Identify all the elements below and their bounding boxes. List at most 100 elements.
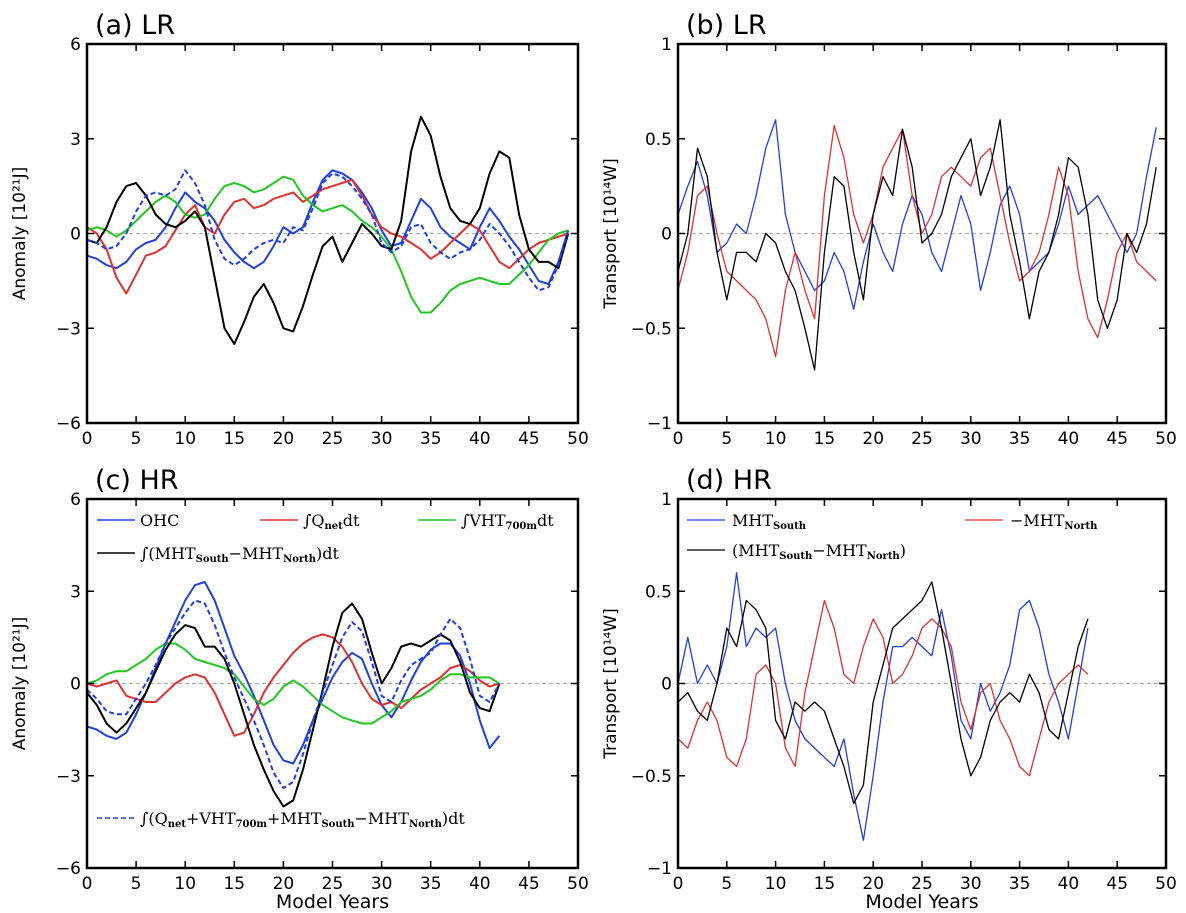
x-tick-label-b: 20 xyxy=(862,429,884,449)
panel-c: 0 5 10 15 20 25 30 35 40 45 50 −6 −3 0 3 6 (c) HR Anomaly… xyxy=(10,465,589,913)
x-tick-label-d: 20 xyxy=(862,874,884,894)
x-tick-label-c: 35 xyxy=(420,874,442,894)
legend-qnet-label: ∫Qnetdt xyxy=(303,511,360,532)
y-tick-label-c: 0 xyxy=(70,675,81,695)
x-tick-label-d: 30 xyxy=(960,874,982,894)
x-tick-label-d: 10 xyxy=(765,874,787,894)
series-mhts-line-d xyxy=(677,572,1089,841)
series-vht-line-c xyxy=(86,642,500,725)
x-tick-label-a: 20 xyxy=(273,429,295,449)
series-ohc-line-c xyxy=(86,581,501,765)
y-tick-label-d: 1 xyxy=(661,490,672,510)
series-mhtn-line-d xyxy=(677,599,1089,777)
legend-vht-label: ∫VHT700mdt xyxy=(461,511,554,532)
y-tick-label-a: 3 xyxy=(70,130,81,150)
legend-mht-label: ∫(MHTSouth−MHTNorth)dt xyxy=(140,544,340,565)
panel-title-a: (a) LR xyxy=(95,10,175,41)
legend-c: OHC ∫Qnetdt ∫VHT700mdt ∫(MHTSouth−MHTNor… xyxy=(97,511,554,830)
x-tick-label-a: 40 xyxy=(469,429,491,449)
x-tick-label-d: 5 xyxy=(721,874,732,894)
series-qnet-line-c xyxy=(86,633,500,737)
y-tick-label-c: 6 xyxy=(70,490,81,510)
series-sum-line-c xyxy=(86,599,501,789)
y-tick-label-b: −0.5 xyxy=(631,319,672,339)
x-tick-label-a: 35 xyxy=(420,429,442,449)
x-tick-label-a: 30 xyxy=(371,429,393,449)
x-tick-label-a: 5 xyxy=(131,429,142,449)
x-axis-label-c: Model Years xyxy=(276,891,389,913)
y-tick-label-a: 6 xyxy=(70,35,81,55)
series-sum-line-a xyxy=(86,169,570,292)
x-tick-label-a: 0 xyxy=(82,429,93,449)
panel-title-b: (b) LR xyxy=(686,10,767,41)
panel-title-d: (d) HR xyxy=(686,465,772,496)
panel-b: 0 5 10 15 20 25 30 35 40 45 50 −1 −0.5 0 0.5 1 (b) LR Tra… xyxy=(601,10,1177,449)
series-mht-line-c xyxy=(86,602,501,808)
x-tick-label-c: 5 xyxy=(131,874,142,894)
legend-diff-label: (MHTSouth−MHTNorth) xyxy=(732,541,906,562)
x-tick-label-a: 10 xyxy=(174,429,196,449)
y-tick-label-b: −1 xyxy=(647,414,672,434)
x-tick-label-d: 50 xyxy=(1155,874,1177,894)
series-mhtn-line-b xyxy=(677,124,1157,358)
y-tick-label-d: 0.5 xyxy=(645,582,672,602)
x-tick-label-c: 45 xyxy=(518,874,540,894)
x-tick-label-a: 45 xyxy=(518,429,540,449)
x-tick-label-c: 20 xyxy=(273,874,295,894)
x-tick-label-b: 30 xyxy=(960,429,982,449)
x-tick-label-d: 15 xyxy=(814,874,836,894)
legend-ohc-label: OHC xyxy=(140,511,179,530)
legend-sum-label: ∫(Qnet+VHT700m+MHTSouth−MHTNorth)dt xyxy=(140,809,465,830)
y-tick-label-d: −0.5 xyxy=(631,767,672,787)
x-tick-label-a: 15 xyxy=(223,429,245,449)
series-qnet-line-a xyxy=(86,178,569,295)
y-tick-label-a: 0 xyxy=(70,225,81,245)
x-tick-label-d: 35 xyxy=(1009,874,1031,894)
x-tick-label-b: 45 xyxy=(1106,429,1128,449)
panel-a: 0 5 10 15 20 25 30 35 40 45 50 −6 −3 0 3 6 (a) LR Anomaly… xyxy=(10,10,589,449)
y-tick-label-c: −6 xyxy=(56,859,81,879)
x-tick-label-c: 40 xyxy=(469,874,491,894)
x-tick-label-c: 25 xyxy=(322,874,344,894)
y-axis-label-b: Transport [10¹⁴W] xyxy=(601,158,621,310)
y-tick-label-b: 1 xyxy=(661,35,672,55)
x-tick-label-d: 0 xyxy=(673,874,684,894)
legend-mhtn-label: −MHTNorth xyxy=(1010,511,1098,532)
legend-d: MHTSouth −MHTNorth (MHTSouth−MHTNorth) xyxy=(687,511,1098,562)
x-tick-label-b: 0 xyxy=(673,429,684,449)
y-axis-label-c: Anomaly [10²¹J] xyxy=(10,617,30,751)
panel-d: 0 5 10 15 20 25 30 35 40 45 50 −1 −0.5 0 0.5 1 (d) HR Tra… xyxy=(601,465,1177,913)
series-vht-line-a xyxy=(86,175,569,314)
x-tick-label-b: 15 xyxy=(814,429,836,449)
x-axis-label-d: Model Years xyxy=(865,891,978,913)
y-tick-label-a: −6 xyxy=(56,414,81,434)
y-tick-label-d: −1 xyxy=(647,859,672,879)
y-tick-label-a: −3 xyxy=(56,319,81,339)
x-tick-label-c: 50 xyxy=(567,874,589,894)
x-tick-label-d: 40 xyxy=(1058,874,1080,894)
y-tick-label-b: 0.5 xyxy=(645,130,672,150)
y-axis-label-a: Anomaly [10²¹J] xyxy=(10,167,30,301)
y-tick-label-c: 3 xyxy=(70,582,81,602)
x-tick-label-b: 35 xyxy=(1009,429,1031,449)
x-tick-label-b: 5 xyxy=(721,429,732,449)
x-tick-label-c: 0 xyxy=(82,874,93,894)
y-axis-label-d: Transport [10¹⁴W] xyxy=(601,608,621,760)
y-tick-label-b: 0 xyxy=(661,225,672,245)
y-tick-label-d: 0 xyxy=(661,675,672,695)
panel-title-c: (c) HR xyxy=(95,465,179,496)
x-tick-label-b: 40 xyxy=(1058,429,1080,449)
series-diff-line-d xyxy=(677,581,1089,805)
x-tick-label-b: 10 xyxy=(765,429,787,449)
series-diff-line-b xyxy=(677,119,1157,371)
x-tick-label-a: 50 xyxy=(567,429,589,449)
legend-mhts-label: MHTSouth xyxy=(732,511,807,532)
x-tick-label-b: 25 xyxy=(911,429,933,449)
x-tick-label-c: 30 xyxy=(371,874,393,894)
series-mht-line-a xyxy=(86,115,570,345)
x-tick-label-b: 50 xyxy=(1155,429,1177,449)
x-tick-label-d: 45 xyxy=(1106,874,1128,894)
x-tick-label-d: 25 xyxy=(911,874,933,894)
x-tick-label-a: 25 xyxy=(322,429,344,449)
